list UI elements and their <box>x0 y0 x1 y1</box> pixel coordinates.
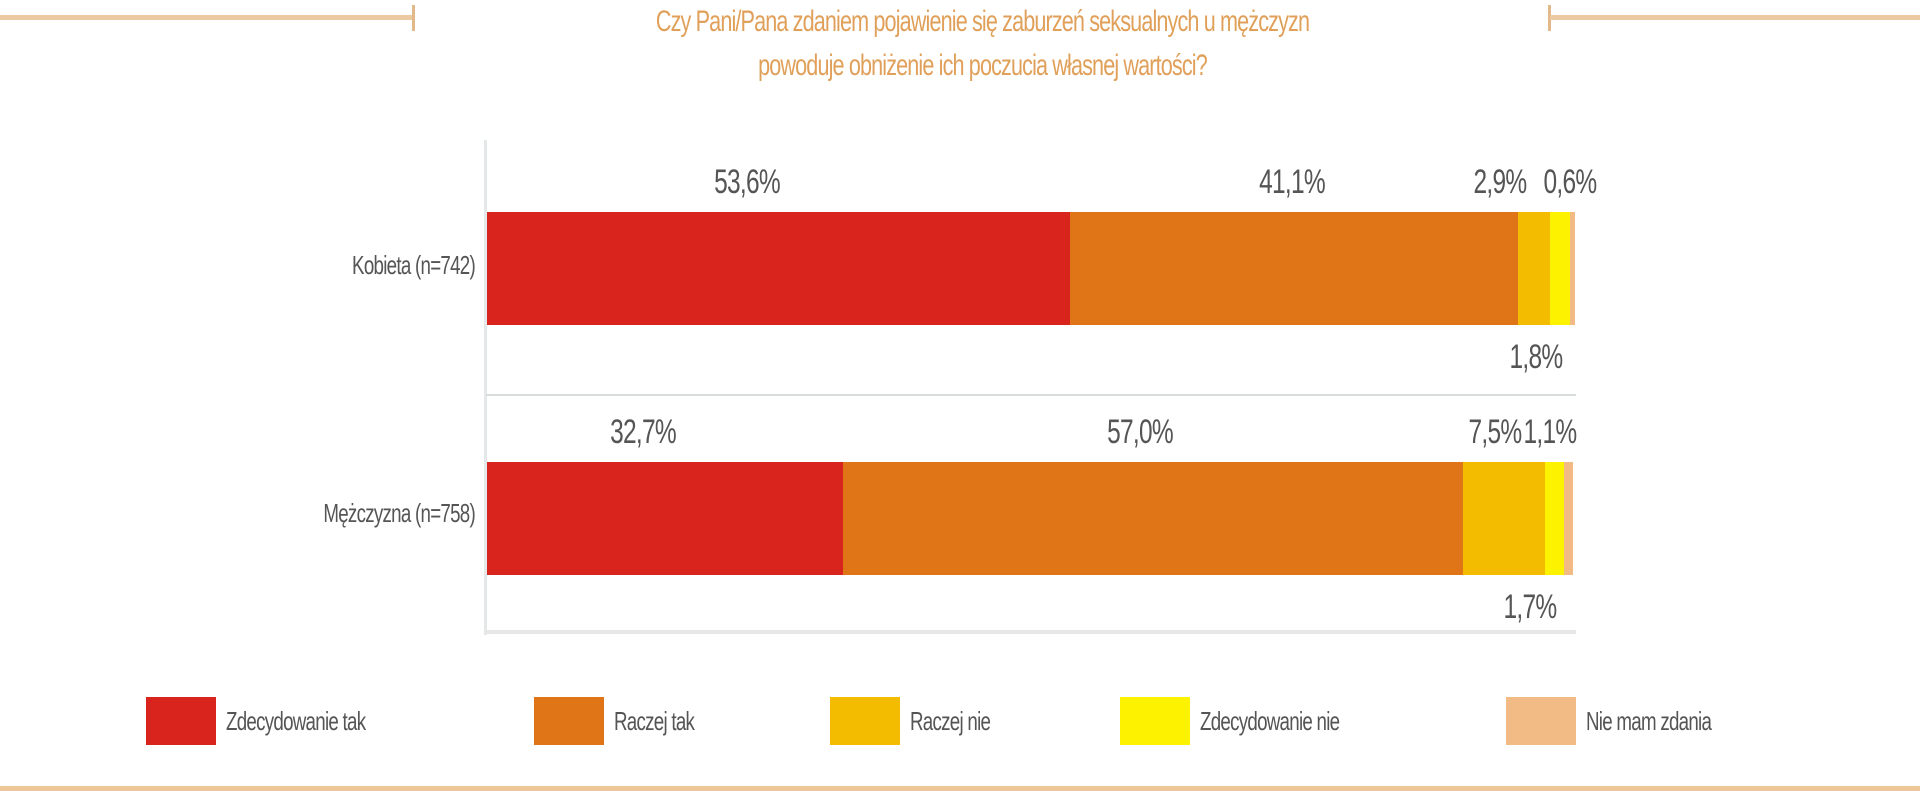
legend-item-nie-mam-zdania: Nie mam zdania <box>1506 696 1760 746</box>
value-label: 1,8% <box>1509 338 1564 376</box>
legend-label: Nie mam zdania <box>1586 705 1712 736</box>
value-label: 1,1% <box>1523 413 1578 451</box>
segment-raczej-nie <box>1463 462 1545 575</box>
legend-label: Zdecydowanie nie <box>1200 705 1340 736</box>
title-rule-tick-right <box>1548 5 1551 31</box>
legend-label: Raczej tak <box>614 705 695 736</box>
value-label: 41,1% <box>1259 163 1326 201</box>
value-label: 1,7% <box>1503 588 1558 626</box>
x-axis-line <box>484 630 1576 634</box>
legend-item-raczej-tak: Raczej tak <box>534 696 725 746</box>
legend-swatch <box>830 697 900 745</box>
bar-kobieta <box>487 212 1575 325</box>
segment-zdecydowanie-nie <box>1545 462 1564 575</box>
category-label-mezczyzna: Mężczyzna (n=758) <box>323 498 475 528</box>
category-separator <box>486 394 1576 396</box>
legend-item-zdecydowanie-tak: Zdecydowanie tak <box>146 696 420 746</box>
legend-item-zdecydowanie-nie: Zdecydowanie nie <box>1120 696 1394 746</box>
chart-title-line-2: powoduje obniżenie ich poczucia własnej … <box>758 49 1208 82</box>
y-axis-line <box>484 140 487 635</box>
segment-nie-mam-zdania <box>1570 212 1575 325</box>
legend-swatch <box>146 697 216 745</box>
legend-label: Raczej nie <box>910 705 991 736</box>
segment-raczej-tak <box>1070 212 1518 325</box>
title-rule-right <box>1550 15 1920 20</box>
legend-swatch <box>534 697 604 745</box>
value-label: 57,0% <box>1107 413 1174 451</box>
value-label: 7,5% <box>1468 413 1523 451</box>
chart-title: Czy Pani/Pana zdaniem pojawienie się zab… <box>578 0 1388 88</box>
value-label: 32,7% <box>610 413 677 451</box>
bar-mezczyzna <box>487 462 1573 575</box>
segment-zdecydowanie-tak <box>487 462 843 575</box>
legend: Zdecydowanie tak Raczej tak Raczej nie Z… <box>0 696 1920 746</box>
legend-item-raczej-nie: Raczej nie <box>830 696 1021 746</box>
bottom-rule <box>0 786 1920 791</box>
legend-label: Zdecydowanie tak <box>226 705 366 736</box>
category-label-kobieta: Kobieta (n=742) <box>352 250 476 280</box>
title-rule-left <box>0 15 412 20</box>
legend-swatch <box>1506 697 1576 745</box>
value-label: 2,9% <box>1473 163 1528 201</box>
chart-title-line-1: Czy Pani/Pana zdaniem pojawienie się zab… <box>655 5 1310 38</box>
segment-raczej-tak <box>843 462 1463 575</box>
legend-swatch <box>1120 697 1190 745</box>
segment-zdecydowanie-tak <box>487 212 1070 325</box>
segment-zdecydowanie-nie <box>1550 212 1570 325</box>
segment-raczej-nie <box>1518 212 1550 325</box>
segment-nie-mam-zdania <box>1564 462 1573 575</box>
title-rule-tick-left <box>412 5 415 31</box>
value-label: 0,6% <box>1543 163 1598 201</box>
value-label: 53,6% <box>714 163 781 201</box>
